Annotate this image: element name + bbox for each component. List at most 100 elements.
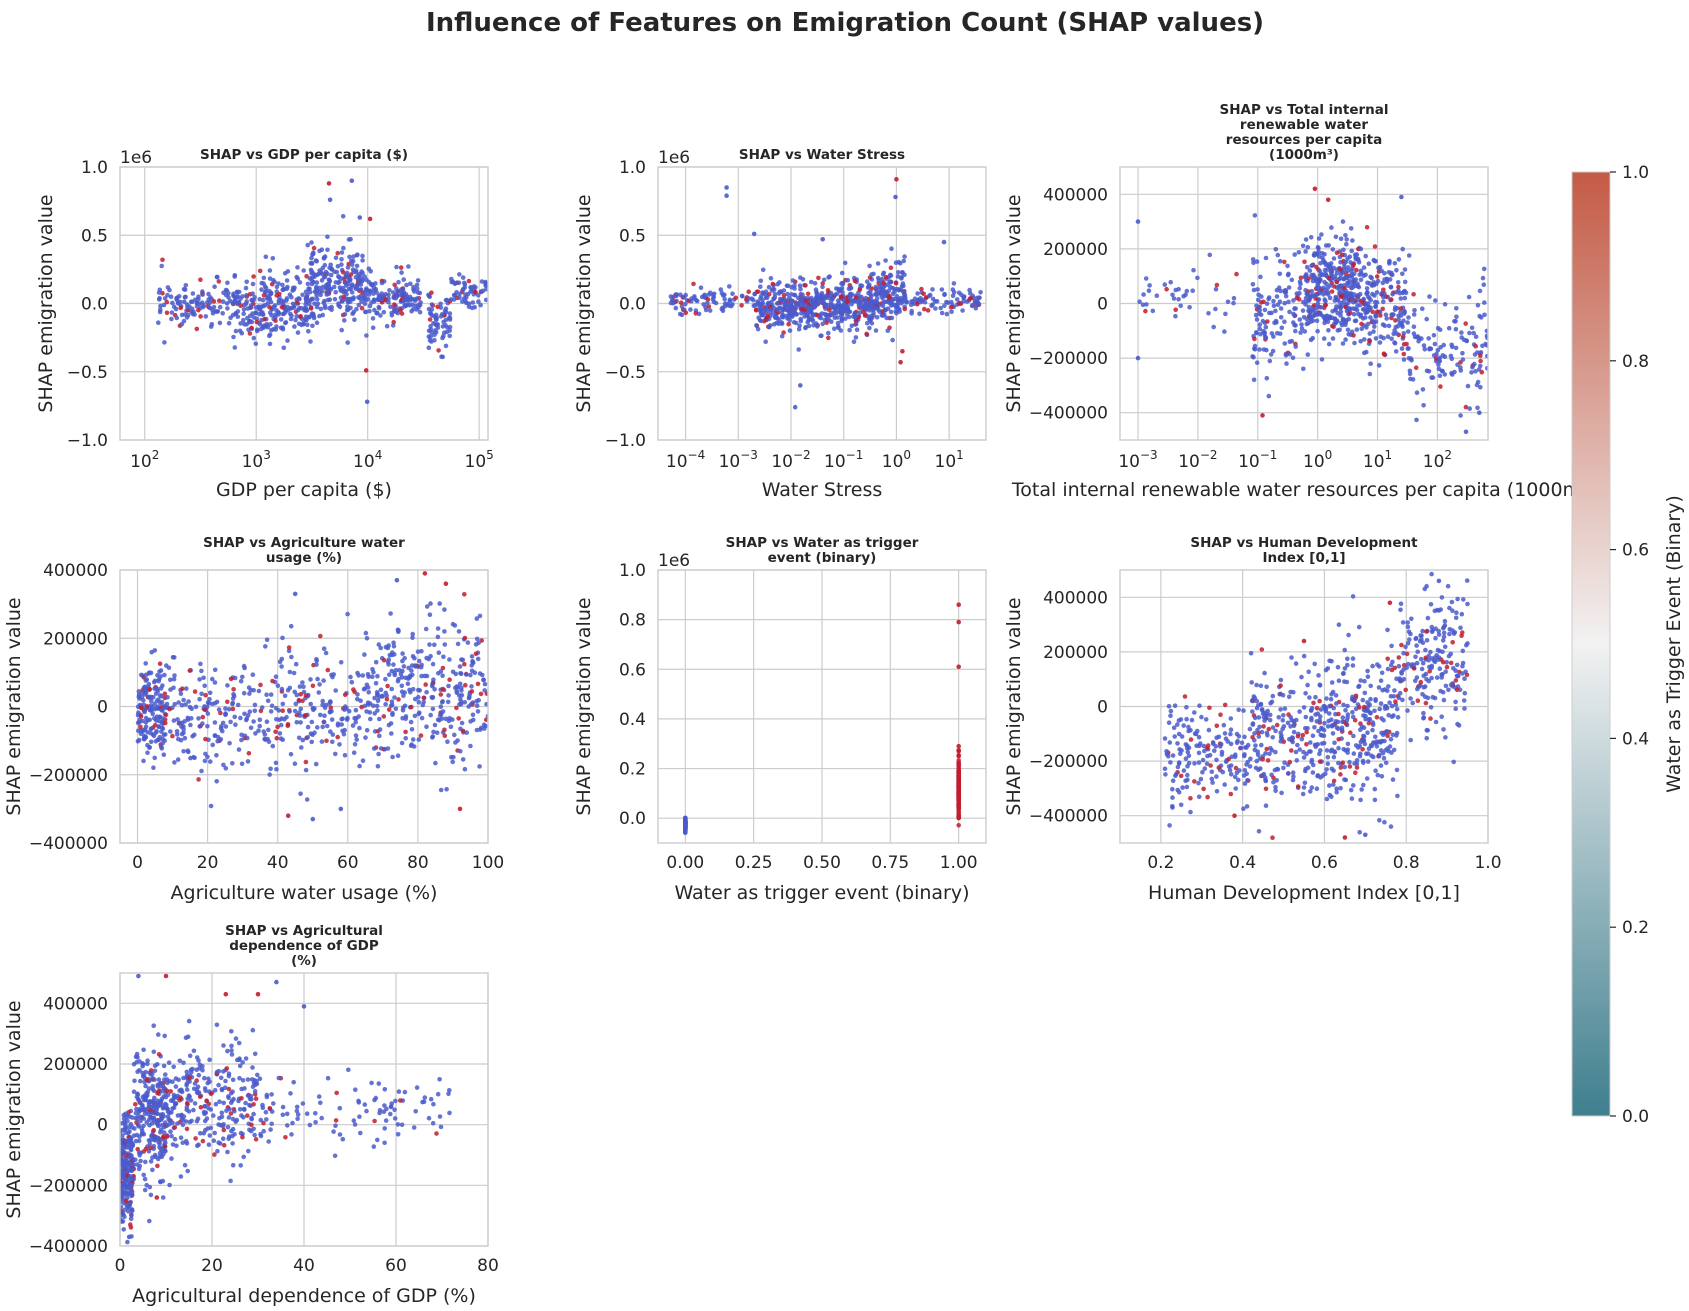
point	[1414, 636, 1419, 641]
point	[1333, 298, 1338, 303]
point	[1330, 724, 1335, 729]
point	[1281, 693, 1286, 698]
point	[1306, 765, 1311, 770]
point-trigger	[922, 307, 927, 312]
point	[475, 728, 480, 733]
point	[280, 737, 285, 742]
point	[456, 642, 461, 647]
point	[339, 257, 344, 262]
point	[224, 724, 229, 729]
point	[1223, 312, 1228, 317]
point	[206, 292, 211, 297]
point-trigger	[1314, 265, 1319, 270]
point	[362, 652, 367, 657]
point	[440, 355, 445, 360]
point	[1373, 798, 1378, 803]
point-trigger	[1341, 760, 1346, 765]
point	[394, 706, 399, 711]
point	[792, 286, 797, 291]
point-trigger	[771, 282, 776, 287]
point	[457, 629, 462, 634]
point	[1255, 287, 1260, 292]
point	[396, 280, 401, 285]
point	[683, 817, 688, 822]
point	[1455, 597, 1460, 602]
point	[1351, 285, 1356, 290]
point	[391, 662, 396, 667]
point	[1288, 715, 1293, 720]
point	[1317, 312, 1322, 317]
subplot-title-line: usage (%)	[266, 550, 342, 566]
point	[1197, 744, 1202, 749]
point	[1278, 272, 1283, 277]
point	[383, 702, 388, 707]
point	[1449, 343, 1454, 348]
point	[1436, 657, 1441, 662]
point	[463, 299, 468, 304]
point	[1330, 680, 1335, 685]
point-trigger	[956, 749, 961, 754]
point	[1425, 728, 1430, 733]
point	[1405, 320, 1410, 325]
point	[846, 278, 851, 283]
point	[1415, 390, 1420, 395]
point-trigger	[273, 730, 278, 735]
figure-title: Influence of Features on Emigration Coun…	[426, 8, 1264, 38]
point	[1298, 317, 1303, 322]
point	[1229, 772, 1234, 777]
point	[1308, 789, 1313, 794]
point	[1207, 728, 1212, 733]
point	[1335, 319, 1340, 324]
point	[161, 726, 166, 731]
point-trigger	[352, 690, 357, 695]
point	[1381, 300, 1386, 305]
point	[1364, 301, 1369, 306]
point	[1408, 555, 1413, 560]
point	[468, 673, 473, 678]
point	[1324, 696, 1329, 701]
tick-base: 10	[130, 452, 152, 472]
point-trigger	[479, 692, 484, 697]
point	[1304, 237, 1309, 242]
point-trigger	[924, 295, 929, 300]
point-trigger	[900, 349, 905, 354]
point	[251, 672, 256, 677]
point-trigger	[1226, 757, 1231, 762]
point	[1184, 705, 1189, 710]
point	[883, 258, 888, 263]
point	[1181, 723, 1186, 728]
point	[461, 757, 466, 762]
point	[1358, 314, 1363, 319]
point	[797, 301, 802, 306]
point	[1264, 325, 1269, 330]
point	[271, 744, 276, 749]
point	[1332, 256, 1337, 261]
point	[430, 302, 435, 307]
point	[353, 742, 358, 747]
point	[1227, 764, 1232, 769]
point	[424, 627, 429, 632]
point	[409, 720, 414, 725]
point-trigger	[280, 305, 285, 310]
point	[1426, 658, 1431, 663]
tick-base: 10	[242, 452, 264, 472]
point-trigger	[756, 289, 761, 294]
point	[248, 709, 253, 714]
point	[345, 612, 350, 617]
point	[1440, 650, 1445, 655]
point	[360, 279, 365, 284]
point-trigger	[248, 331, 253, 336]
point	[357, 726, 362, 731]
point	[1308, 268, 1313, 273]
point	[268, 767, 273, 772]
point	[1337, 277, 1342, 282]
point	[264, 254, 269, 259]
point	[1344, 237, 1349, 242]
x-tick-label: 10−3	[1118, 448, 1157, 472]
point	[1372, 293, 1377, 298]
point-trigger	[458, 807, 463, 812]
point	[270, 704, 275, 709]
point	[325, 248, 330, 253]
point	[419, 665, 424, 670]
point	[1324, 767, 1329, 772]
